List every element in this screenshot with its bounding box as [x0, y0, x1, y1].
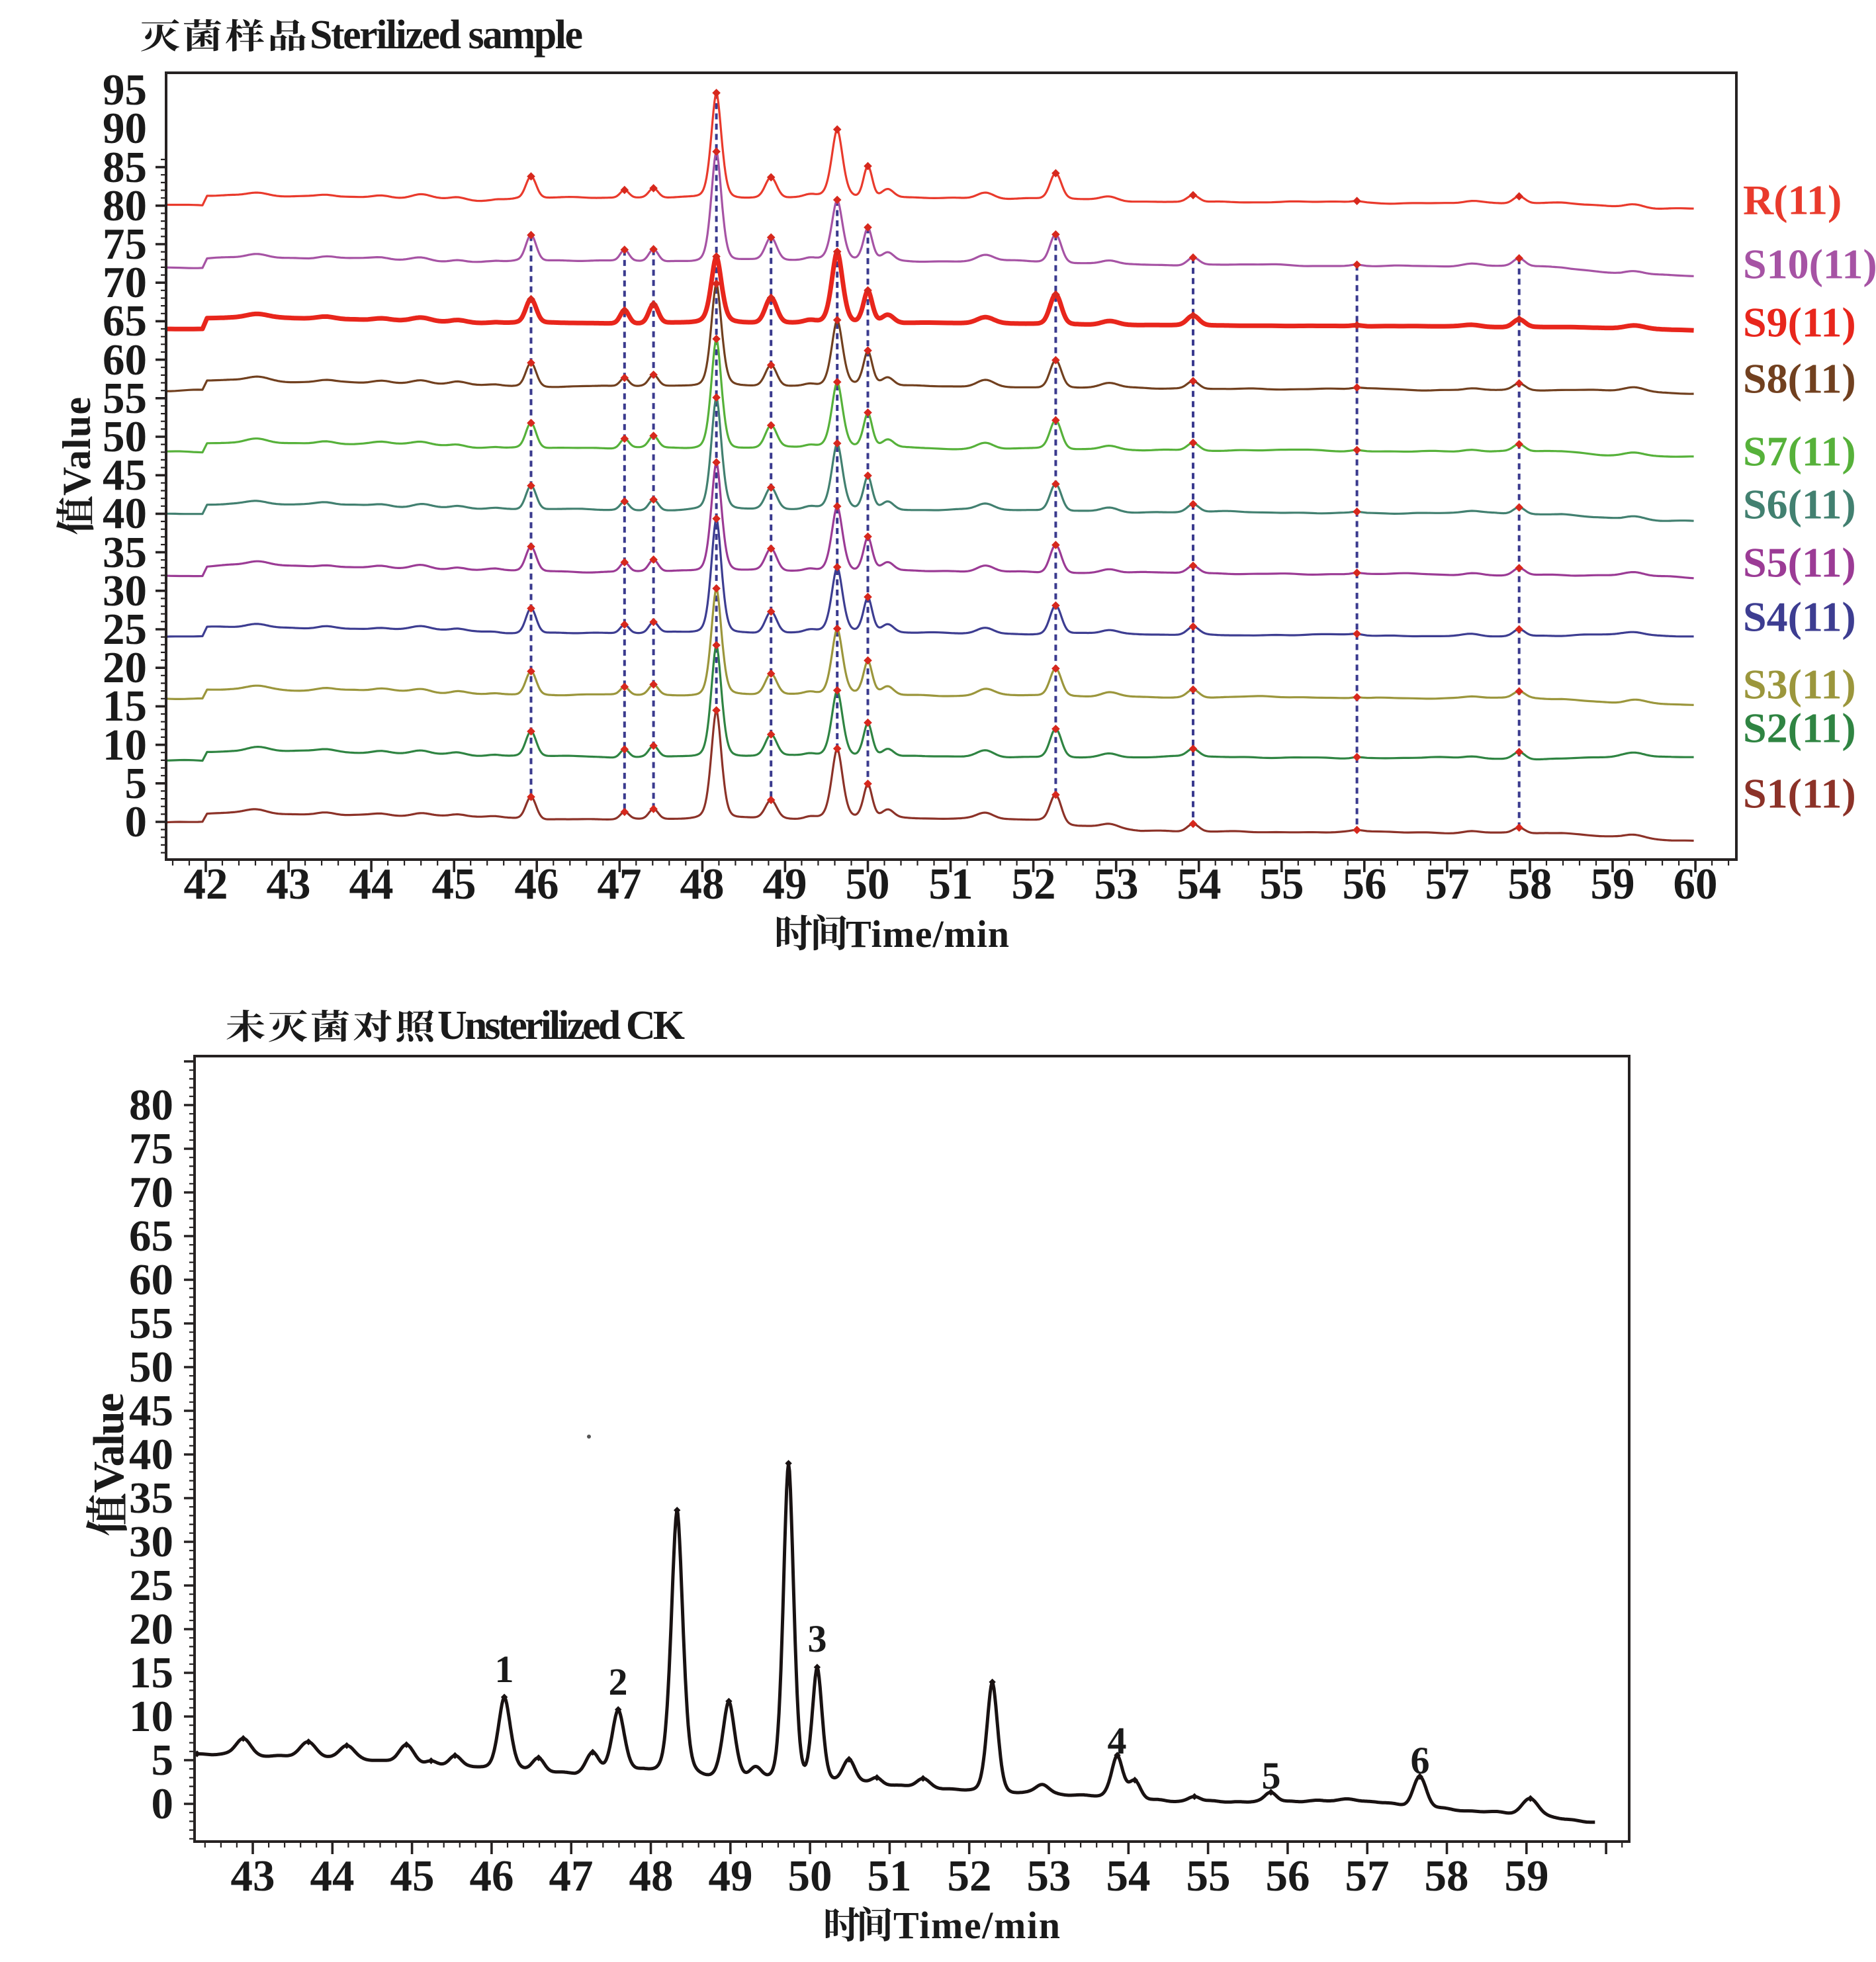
- svg-text:58: 58: [1508, 860, 1552, 909]
- svg-text:40: 40: [129, 1430, 173, 1479]
- svg-text:70: 70: [129, 1168, 173, 1217]
- svg-text:59: 59: [1591, 860, 1635, 909]
- svg-text:65: 65: [103, 296, 147, 345]
- svg-text:S8(11): S8(11): [1743, 355, 1856, 402]
- svg-text:54: 54: [1106, 1851, 1151, 1900]
- svg-text:57: 57: [1345, 1851, 1390, 1900]
- svg-text:5: 5: [125, 759, 148, 808]
- svg-text:35: 35: [129, 1474, 173, 1523]
- svg-text:44: 44: [349, 860, 394, 909]
- svg-text:85: 85: [103, 143, 147, 192]
- svg-text:50: 50: [129, 1343, 173, 1392]
- svg-text:52: 52: [948, 1851, 992, 1900]
- svg-text:30: 30: [103, 566, 147, 615]
- svg-text:55: 55: [1260, 860, 1304, 909]
- svg-text:90: 90: [103, 104, 147, 153]
- svg-text:45: 45: [390, 1851, 435, 1900]
- svg-text:55: 55: [1186, 1851, 1231, 1900]
- svg-text:80: 80: [129, 1081, 173, 1130]
- svg-text:51: 51: [868, 1851, 912, 1900]
- svg-text:46: 46: [470, 1851, 514, 1900]
- svg-text:S5(11): S5(11): [1743, 539, 1856, 586]
- svg-text:20: 20: [129, 1605, 173, 1654]
- svg-text:50: 50: [103, 412, 147, 461]
- svg-text:50: 50: [846, 860, 890, 909]
- svg-text:Value: Value: [55, 397, 99, 496]
- svg-text:48: 48: [629, 1851, 674, 1900]
- svg-text:10: 10: [103, 721, 147, 770]
- svg-text:S9(11): S9(11): [1743, 299, 1856, 346]
- svg-text:5: 5: [1262, 1754, 1281, 1797]
- svg-text:55: 55: [129, 1299, 173, 1348]
- svg-text:0: 0: [125, 797, 148, 846]
- svg-text:47: 47: [598, 860, 642, 909]
- svg-text:S7(11): S7(11): [1743, 428, 1856, 475]
- svg-text:0: 0: [152, 1779, 174, 1828]
- svg-text:2: 2: [609, 1660, 628, 1703]
- svg-text:45: 45: [432, 860, 476, 909]
- svg-text:54: 54: [1177, 860, 1222, 909]
- svg-text:35: 35: [103, 528, 147, 577]
- svg-text:30: 30: [129, 1517, 173, 1566]
- svg-text:25: 25: [103, 605, 147, 654]
- svg-text:56: 56: [1343, 860, 1387, 909]
- svg-text:Time/min: Time/min: [893, 1904, 1060, 1947]
- svg-text:Sterilized sample: Sterilized sample: [310, 13, 583, 58]
- svg-text:46: 46: [515, 860, 559, 909]
- svg-text:Unsterilized CK: Unsterilized CK: [437, 1003, 685, 1048]
- svg-text:51: 51: [929, 860, 973, 909]
- svg-text:95: 95: [103, 66, 147, 114]
- svg-text:42: 42: [184, 860, 228, 909]
- svg-text:S6(11): S6(11): [1743, 481, 1856, 528]
- svg-text:60: 60: [1674, 860, 1718, 909]
- svg-text:20: 20: [103, 643, 147, 692]
- svg-text:15: 15: [129, 1648, 173, 1697]
- svg-text:R(11): R(11): [1743, 177, 1842, 224]
- svg-text:43: 43: [231, 1851, 275, 1900]
- svg-text:80: 80: [103, 181, 147, 230]
- svg-text:53: 53: [1027, 1851, 1071, 1900]
- svg-text:53: 53: [1094, 860, 1139, 909]
- svg-text:56: 56: [1266, 1851, 1310, 1900]
- svg-text:59: 59: [1505, 1851, 1549, 1900]
- svg-text:S2(11): S2(11): [1743, 705, 1856, 752]
- svg-text:49: 49: [763, 860, 807, 909]
- svg-text:57: 57: [1425, 860, 1470, 909]
- svg-text:S1(11): S1(11): [1743, 770, 1856, 817]
- svg-text:75: 75: [129, 1124, 173, 1173]
- svg-text:55: 55: [103, 374, 147, 423]
- svg-text:25: 25: [129, 1561, 173, 1610]
- svg-text:75: 75: [103, 220, 147, 269]
- svg-text:60: 60: [103, 335, 147, 384]
- svg-text:48: 48: [680, 860, 725, 909]
- svg-text:40: 40: [103, 489, 147, 538]
- svg-text:43: 43: [267, 860, 311, 909]
- svg-text:3: 3: [808, 1617, 827, 1660]
- svg-text:5: 5: [152, 1736, 174, 1785]
- svg-text:45: 45: [103, 451, 147, 500]
- svg-text:10: 10: [129, 1692, 173, 1741]
- svg-text:6: 6: [1411, 1739, 1430, 1782]
- svg-text:4: 4: [1108, 1719, 1127, 1762]
- svg-text:Time/min: Time/min: [846, 913, 1009, 956]
- svg-text:49: 49: [709, 1851, 753, 1900]
- svg-text:58: 58: [1425, 1851, 1469, 1900]
- svg-text:15: 15: [103, 682, 147, 731]
- svg-text:S4(11): S4(11): [1743, 594, 1856, 641]
- svg-text:52: 52: [1012, 860, 1056, 909]
- svg-text:47: 47: [549, 1851, 594, 1900]
- svg-text:50: 50: [788, 1851, 832, 1900]
- svg-text:44: 44: [310, 1851, 355, 1900]
- svg-text:Value: Value: [85, 1393, 133, 1493]
- svg-text:65: 65: [129, 1212, 173, 1261]
- svg-text:S10(11): S10(11): [1743, 241, 1876, 288]
- svg-text:60: 60: [129, 1255, 173, 1304]
- svg-text:45: 45: [129, 1386, 173, 1435]
- svg-text:1: 1: [495, 1648, 514, 1691]
- svg-text:70: 70: [103, 258, 147, 307]
- svg-text:S3(11): S3(11): [1743, 661, 1856, 708]
